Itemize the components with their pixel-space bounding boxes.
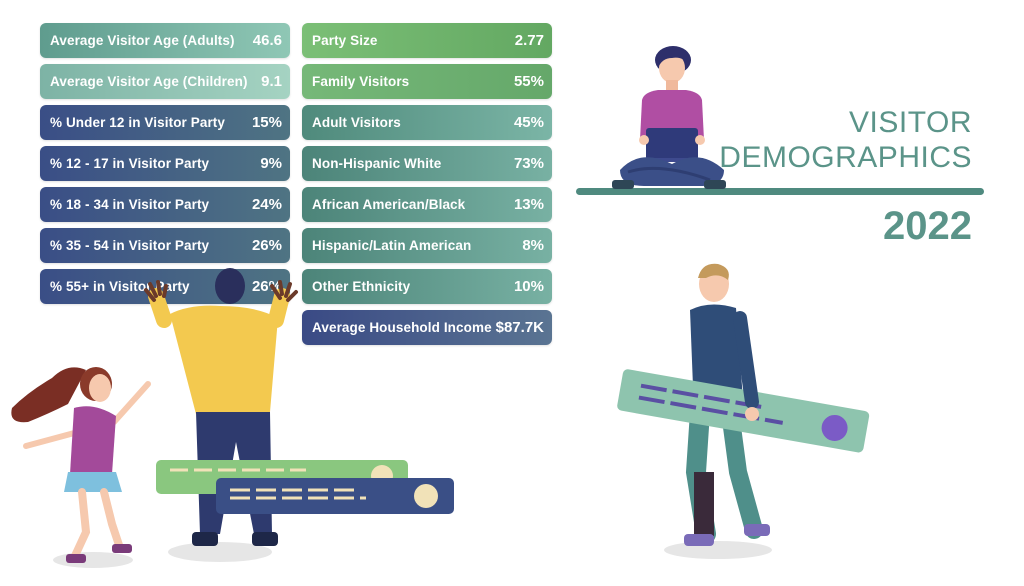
- stat-label: % 35 - 54 in Visitor Party: [50, 238, 210, 253]
- stat-value: 8%: [522, 237, 544, 254]
- girl-illustration: [11, 367, 151, 568]
- stat-label: % Under 12 in Visitor Party: [50, 115, 226, 130]
- stat-card-family-visitors: Family Visitors 55%: [302, 64, 552, 99]
- stat-value: 55%: [513, 73, 544, 90]
- stat-card-non-hispanic-white: Non-Hispanic White 73%: [302, 146, 552, 181]
- stat-card-12-17: % 12 - 17 in Visitor Party 9%: [40, 146, 290, 181]
- stat-label: African American/Black: [312, 197, 466, 212]
- stat-card-adult-visitors: Adult Visitors 45%: [302, 105, 552, 140]
- stat-card-35-54: % 35 - 54 in Visitor Party 26%: [40, 228, 290, 263]
- stat-card-18-34: % 18 - 34 in Visitor Party 24%: [40, 187, 290, 222]
- stat-value: $87.7K: [495, 319, 544, 336]
- stat-label: Average Visitor Age (Adults): [50, 33, 235, 48]
- shelf-divider: [576, 188, 984, 195]
- stat-value: 13%: [513, 196, 544, 213]
- stat-label: % 18 - 34 in Visitor Party: [50, 197, 210, 212]
- stat-value: 10%: [513, 278, 544, 295]
- stat-value: 73%: [513, 155, 544, 172]
- stat-label: Hispanic/Latin American: [312, 238, 472, 253]
- stat-card-african-american: African American/Black 13%: [302, 187, 552, 222]
- slider-panels-illustration: [156, 460, 454, 514]
- stat-value: 15%: [251, 114, 282, 131]
- stat-value: 9%: [260, 155, 282, 172]
- stat-label: Other Ethnicity: [312, 279, 411, 294]
- stat-card-avg-age-adults: Average Visitor Age (Adults) 46.6: [40, 23, 290, 58]
- man-holding-panel-illustration: [617, 263, 870, 559]
- title-line-2: DEMOGRAPHICS: [719, 141, 972, 174]
- stat-value: 2.77: [514, 32, 544, 49]
- stat-label: % 12 - 17 in Visitor Party: [50, 156, 210, 171]
- stat-value: 45%: [513, 114, 544, 131]
- stat-card-household-income: Average Household Income $87.7K: [302, 310, 552, 345]
- sitting-person-laptop-illustration: [612, 46, 726, 189]
- stat-label: Average Visitor Age (Children): [50, 74, 248, 89]
- stat-label: Family Visitors: [312, 74, 410, 89]
- title-year: 2022: [883, 204, 972, 248]
- stat-value: 26%: [251, 237, 282, 254]
- title-line-1: VISITOR: [849, 106, 972, 139]
- stat-label: Non-Hispanic White: [312, 156, 442, 171]
- stat-value: 9.1: [261, 73, 282, 90]
- stat-card-hispanic: Hispanic/Latin American 8%: [302, 228, 552, 263]
- stat-value: 46.6: [252, 32, 282, 49]
- stat-label: Average Household Income: [312, 320, 492, 335]
- stat-card-avg-age-children: Average Visitor Age (Children) 9.1: [40, 64, 290, 99]
- stat-card-party-size: Party Size 2.77: [302, 23, 552, 58]
- man-yellow-shirt-illustration: [144, 268, 298, 562]
- stat-label: Party Size: [312, 33, 378, 48]
- stat-card-under-12: % Under 12 in Visitor Party 15%: [40, 105, 290, 140]
- stat-label: Adult Visitors: [312, 115, 401, 130]
- stat-card-other-ethnicity: Other Ethnicity 10%: [302, 269, 552, 304]
- stat-value: 24%: [251, 196, 282, 213]
